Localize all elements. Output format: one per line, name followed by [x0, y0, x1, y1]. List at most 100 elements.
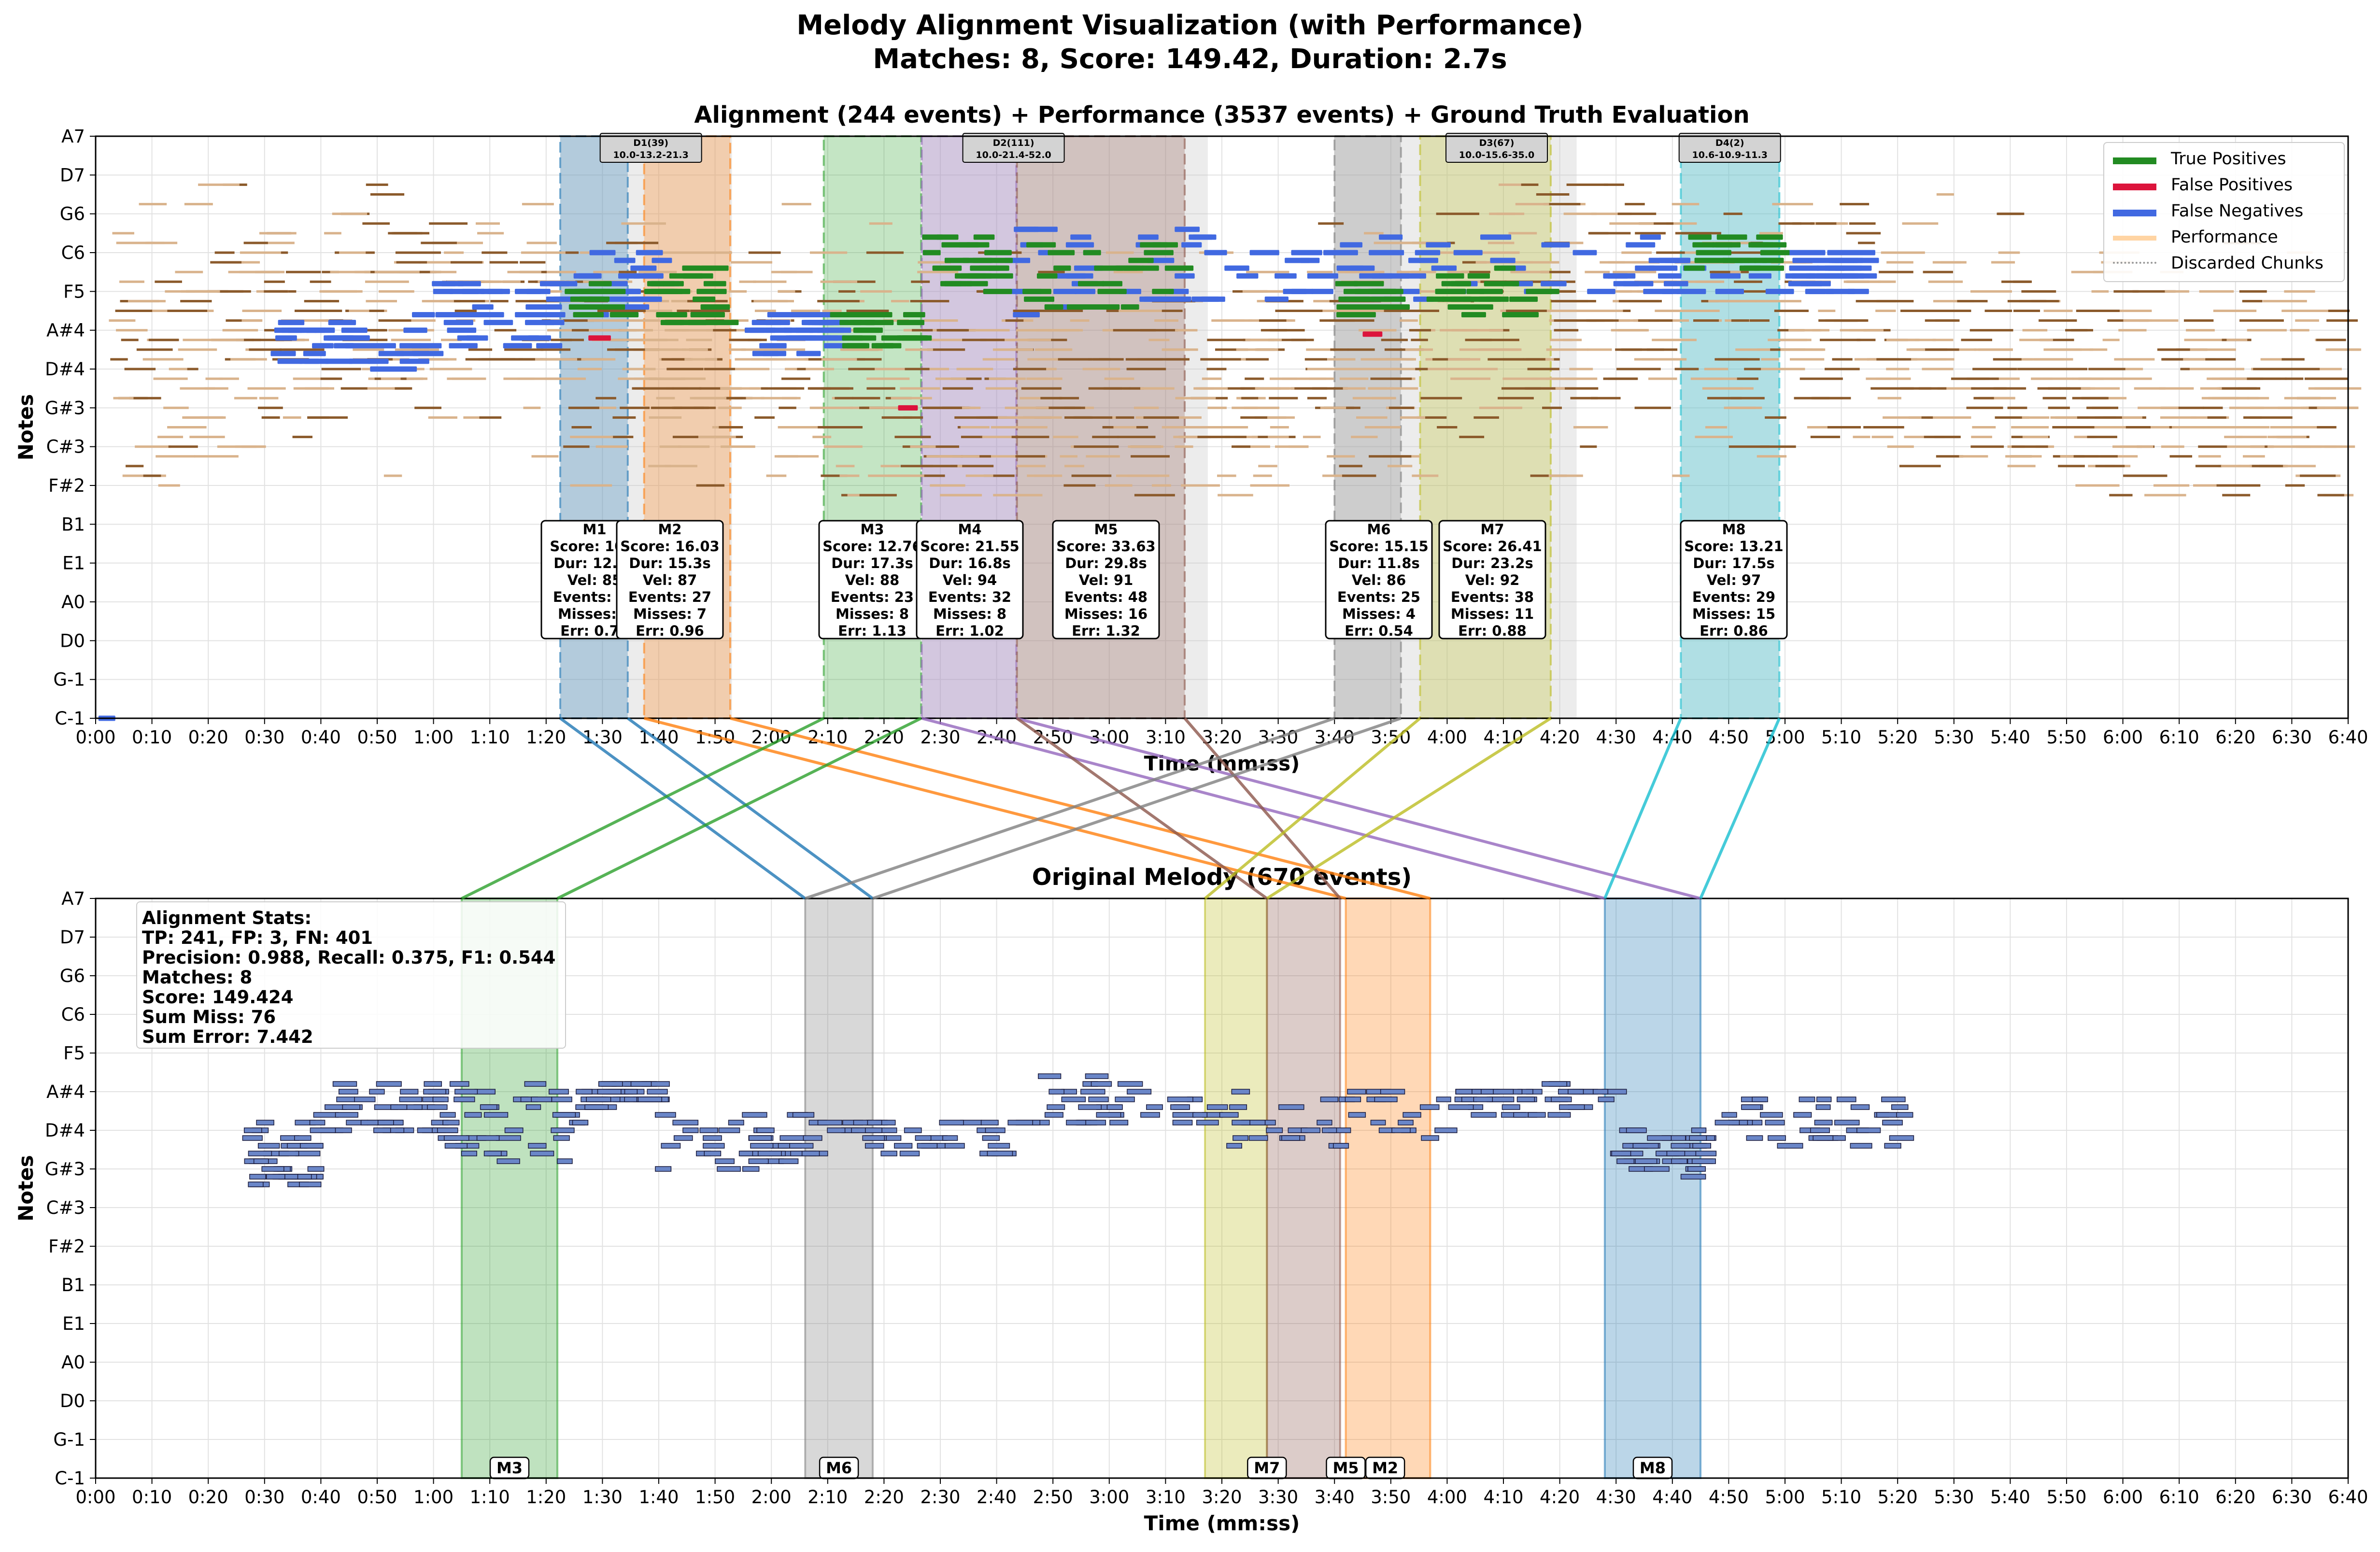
performance-note [1634, 406, 1671, 409]
performance-note [956, 368, 975, 370]
performance-note [1928, 280, 1963, 283]
melody-note [703, 1135, 722, 1141]
performance-note [292, 339, 309, 342]
performance-note [2013, 280, 2032, 283]
performance-note [1013, 368, 1047, 370]
legend-swatch-false-positives [2113, 184, 2156, 190]
performance-note [468, 348, 493, 351]
performance-note [383, 474, 402, 477]
performance-note [1297, 310, 1330, 312]
performance-note [528, 280, 547, 283]
y-tick-label: C#3 [46, 437, 85, 457]
performance-note [648, 465, 671, 468]
performance-note [1761, 368, 1805, 370]
performance-note [1125, 358, 1163, 361]
true-positive-note [922, 234, 943, 240]
melody-note [400, 1089, 419, 1095]
performance-note [935, 377, 966, 380]
performance-note [2102, 339, 2120, 342]
melody-note [792, 1112, 815, 1118]
performance-note [2281, 426, 2317, 428]
melody-note [1502, 1104, 1520, 1110]
performance-note [1244, 406, 1279, 409]
performance-note [1899, 465, 1941, 468]
performance-note [615, 242, 659, 244]
true-positive-note [922, 250, 941, 256]
performance-note [1347, 348, 1375, 351]
melody-note [530, 1151, 554, 1156]
performance-note [465, 358, 495, 361]
melody-note [647, 1089, 668, 1095]
match-info-line: M8 [1722, 521, 1745, 538]
performance-note [1113, 426, 1137, 428]
performance-note [1846, 232, 1881, 235]
performance-note [621, 222, 666, 225]
performance-note [2123, 474, 2168, 477]
performance-note [938, 455, 980, 458]
performance-note [421, 358, 442, 361]
performance-note [748, 251, 781, 254]
stats-line: Sum Error: 7.442 [142, 1026, 313, 1047]
performance-note [2037, 387, 2061, 390]
performance-note [888, 474, 924, 477]
performance-note [820, 280, 857, 283]
performance-note [2224, 436, 2243, 439]
performance-note [168, 445, 198, 448]
performance-note [1927, 416, 1971, 419]
false-negative-note [278, 320, 305, 326]
melody-note [1380, 1089, 1405, 1095]
false-negative-note [1323, 250, 1346, 256]
performance-note [2087, 436, 2117, 439]
false-negative-note [464, 312, 494, 318]
y-tick-label: D#4 [45, 1120, 85, 1141]
melody-note [307, 1166, 325, 1172]
melody-note [1559, 1104, 1585, 1110]
performance-note [379, 290, 414, 293]
melody-note [504, 1127, 524, 1133]
match-info-line: Events: 25 [1337, 589, 1420, 605]
match-info-line: Err: 0.86 [1700, 623, 1768, 639]
y-tick-label: G6 [60, 966, 85, 986]
performance-note [1816, 426, 1861, 428]
melody-note [945, 1143, 965, 1149]
false-negative-note [1831, 257, 1858, 263]
true-positive-note [1346, 304, 1374, 310]
performance-note [2324, 445, 2355, 448]
false-negative-note [270, 351, 296, 356]
false-negative-note [1191, 296, 1219, 302]
melody-match-label-M3: M3 [489, 1456, 530, 1480]
performance-note [1437, 426, 1458, 428]
performance-note [900, 387, 940, 390]
x-tick-label: 0:50 [357, 727, 397, 748]
melody-match-label-M8: M8 [1632, 1456, 1673, 1480]
false-negative-note [373, 343, 396, 349]
performance-note [207, 290, 251, 293]
melody-note [279, 1151, 299, 1156]
performance-note [1525, 387, 1556, 390]
performance-note [1154, 319, 1178, 322]
false-negative-note [1065, 242, 1094, 248]
melody-note [424, 1081, 442, 1087]
performance-note [241, 319, 263, 322]
performance-note [1924, 436, 1961, 439]
melody-note [1348, 1112, 1366, 1118]
melody-note [1127, 1089, 1152, 1095]
performance-note [2319, 406, 2357, 409]
performance-note [2200, 348, 2236, 351]
melody-note [549, 1089, 569, 1095]
performance-note [370, 193, 405, 196]
melody-note [779, 1158, 799, 1164]
melody-note [1692, 1143, 1712, 1149]
melody-note [1611, 1151, 1631, 1156]
performance-note [923, 319, 958, 322]
performance-note [1870, 387, 1914, 390]
true-positive-note [1335, 281, 1359, 286]
false-negative-note [487, 288, 510, 294]
performance-note [869, 222, 892, 225]
performance-note [521, 251, 566, 254]
melody-note [655, 1166, 672, 1172]
performance-note [771, 271, 797, 273]
performance-note [821, 474, 848, 477]
